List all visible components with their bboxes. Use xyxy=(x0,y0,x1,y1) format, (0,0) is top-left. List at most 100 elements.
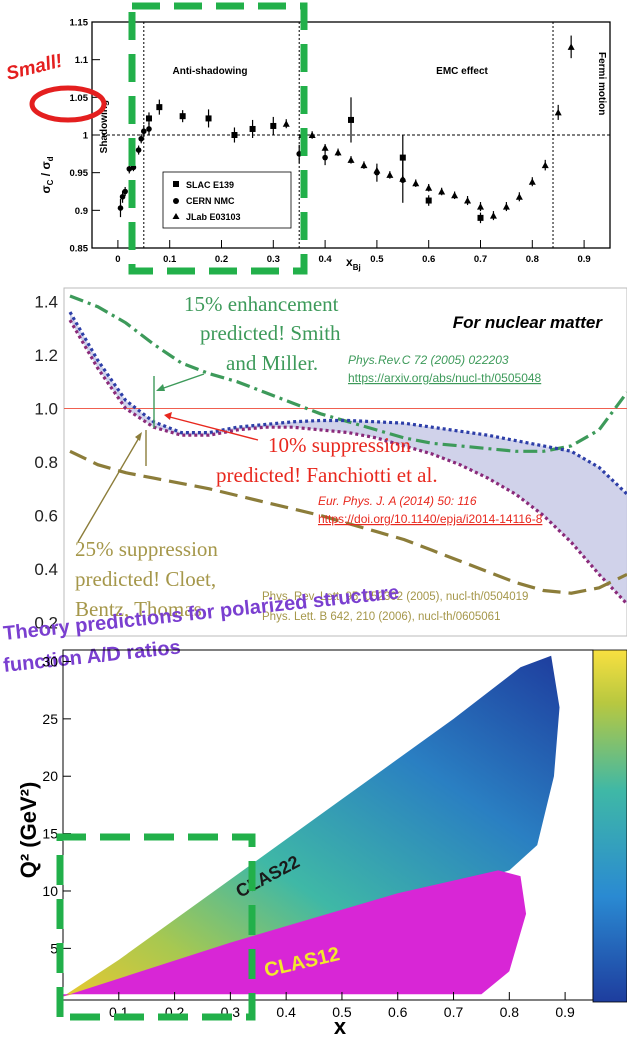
data-point-circle xyxy=(138,135,145,142)
data-point-square xyxy=(205,115,212,122)
data-point-triangle xyxy=(477,203,484,210)
region-label-emc-effect: EMC effect xyxy=(436,66,488,77)
x-tick-label: 0.5 xyxy=(370,254,384,265)
data-point-triangle xyxy=(308,131,316,138)
data-point-triangle xyxy=(334,148,342,156)
data-point-triangle xyxy=(541,161,549,169)
x-tick-label: 0.6 xyxy=(388,1004,408,1020)
y-tick-label: 10 xyxy=(42,883,58,899)
y-tick-label: 1.0 xyxy=(34,399,58,418)
y-tick-label: 1.15 xyxy=(70,18,89,29)
highlight-dashed-box xyxy=(56,833,256,1021)
data-point-square xyxy=(179,113,186,120)
arrow-head xyxy=(156,384,165,391)
smith-line-2: predicted! Smith xyxy=(200,321,341,345)
x-tick-label: 0.6 xyxy=(422,254,435,265)
data-point-triangle xyxy=(360,161,368,169)
y-tick-label: 1 xyxy=(83,131,89,142)
data-point-square xyxy=(156,104,163,111)
theory-panel: 0.2 0.4 0.6 0.8 1.0 1.2 1.4 For nuclear matter… xyxy=(2,287,627,677)
x-tick-label: 0 xyxy=(115,254,120,265)
arrow-red-hook xyxy=(165,415,259,441)
colorbar xyxy=(592,649,627,1003)
y-tick-label: 5 xyxy=(50,940,58,956)
y-tick-label: 0.8 xyxy=(34,453,58,472)
cloet-ref-1: Phys. Rev. Lett. 95, 052302 (2005), nucl… xyxy=(262,591,528,603)
highlight-ellipse xyxy=(29,85,107,123)
x-tick-label: 0.4 xyxy=(276,1004,296,1020)
smith-line-1: 15% enhancement xyxy=(184,292,339,316)
x-tick-label: 0.5 xyxy=(332,1004,352,1020)
data-point-triangle xyxy=(567,43,575,50)
data-point-triangle xyxy=(554,108,562,116)
x-tick-label: 0.3 xyxy=(267,254,280,265)
emc-ratio-panel: 0.85 0.9 0.95 1 1.05 1.1 1.15 0 0.1 0.2 0.3 0.4 0.5… xyxy=(4,2,611,275)
cloet-line-3: Bentz, Thomas xyxy=(75,597,202,621)
x-tick-label: 0.1 xyxy=(163,254,177,265)
cloet-ref-2: Phys. Lett. B 642, 210 (2006), nucl-th/0… xyxy=(262,611,500,623)
theory-curves xyxy=(68,294,627,605)
data-point-square xyxy=(425,197,432,204)
data-point-triangle xyxy=(451,191,459,199)
fanchiotti-band xyxy=(70,312,627,604)
y-tick-labels: 0.2 0.4 0.6 0.8 1.0 1.2 1.4 xyxy=(34,292,58,632)
y-tick-label: 0.4 xyxy=(34,560,58,579)
y-tick-label: 0.2 xyxy=(34,614,58,633)
data-point-triangle xyxy=(399,175,407,182)
y-tick-label: 1.05 xyxy=(70,93,89,104)
x-tick-label: 0.4 xyxy=(318,254,332,265)
y-tick-label: 0.95 xyxy=(70,168,89,179)
y-tick-label: 0.9 xyxy=(75,206,88,217)
cloet-line-1: 25% suppression xyxy=(75,537,218,561)
data-point-circle xyxy=(117,205,124,211)
data-point-triangle xyxy=(373,166,381,174)
x-tick-label: 0.7 xyxy=(474,254,487,265)
arrow-olive xyxy=(77,435,141,543)
clas12-region xyxy=(63,870,527,997)
data-point-triangle xyxy=(412,179,420,187)
arrow-smith xyxy=(157,373,205,391)
data-point-triangle xyxy=(489,212,497,219)
x-tick-label: 0.2 xyxy=(215,254,228,265)
x-axis-label: xBj xyxy=(346,255,361,272)
data-point-triangle xyxy=(347,156,355,163)
y-tick-label: 20 xyxy=(42,768,58,784)
panel-title: For nuclear matter xyxy=(453,313,604,332)
x-tick-label: 0.9 xyxy=(555,1004,575,1020)
x-tick-label: 0.8 xyxy=(500,1004,520,1020)
legend-label: CERN NMC xyxy=(186,196,235,206)
data-point-triangle xyxy=(502,203,510,210)
data-point-triangle xyxy=(282,120,290,127)
y-tick-labels: 5 10 15 20 25 30 xyxy=(42,653,71,956)
legend-label: SLAC E139 xyxy=(186,180,234,190)
y-tick-label: 1.1 xyxy=(75,55,89,66)
curve-fanchiotti_upper xyxy=(68,311,627,496)
x-tick-label: 0.7 xyxy=(444,1004,464,1020)
highlight-dashed-box xyxy=(128,2,308,275)
data-point-triangle xyxy=(425,184,433,191)
smith-link[interactable]: https://arxiv.org/abs/nucl-th/0505048 xyxy=(348,371,542,385)
fanchiotti-ref: Eur. Phys. J. A (2014) 50: 116 xyxy=(318,494,477,508)
data-point-square xyxy=(145,115,152,122)
data-point-square xyxy=(477,214,484,221)
data-point-triangle xyxy=(386,171,394,178)
data-point-triangle xyxy=(321,144,329,151)
data-point-square xyxy=(348,116,354,123)
cloet-line-2: predicted! Cloet, xyxy=(75,567,216,591)
data-point-square xyxy=(270,122,277,129)
arrow-head xyxy=(164,412,172,420)
region-label-shadowing: Shadowing xyxy=(99,100,110,153)
data-point-triangle xyxy=(528,178,536,185)
data-point-square xyxy=(249,125,256,132)
y-tick-labels: 0.85 0.9 0.95 1 1.05 1.1 1.15 xyxy=(70,18,100,255)
smith-ref: Phys.Rev.C 72 (2005) 022203 xyxy=(348,353,509,367)
y-tick-label: 15 xyxy=(42,826,58,842)
y-tick-label: 1.2 xyxy=(34,346,58,365)
region-label-anti-shadowing: Anti-shadowing xyxy=(173,66,248,77)
legend-box xyxy=(162,171,292,229)
fanchiotti-link[interactable]: https://doi.org/10.1140/epja/i2014-14116… xyxy=(318,512,543,526)
data-point-triangle xyxy=(438,188,446,195)
legend-marker-triangle xyxy=(172,213,180,219)
small-annotation: Small! xyxy=(4,51,64,85)
